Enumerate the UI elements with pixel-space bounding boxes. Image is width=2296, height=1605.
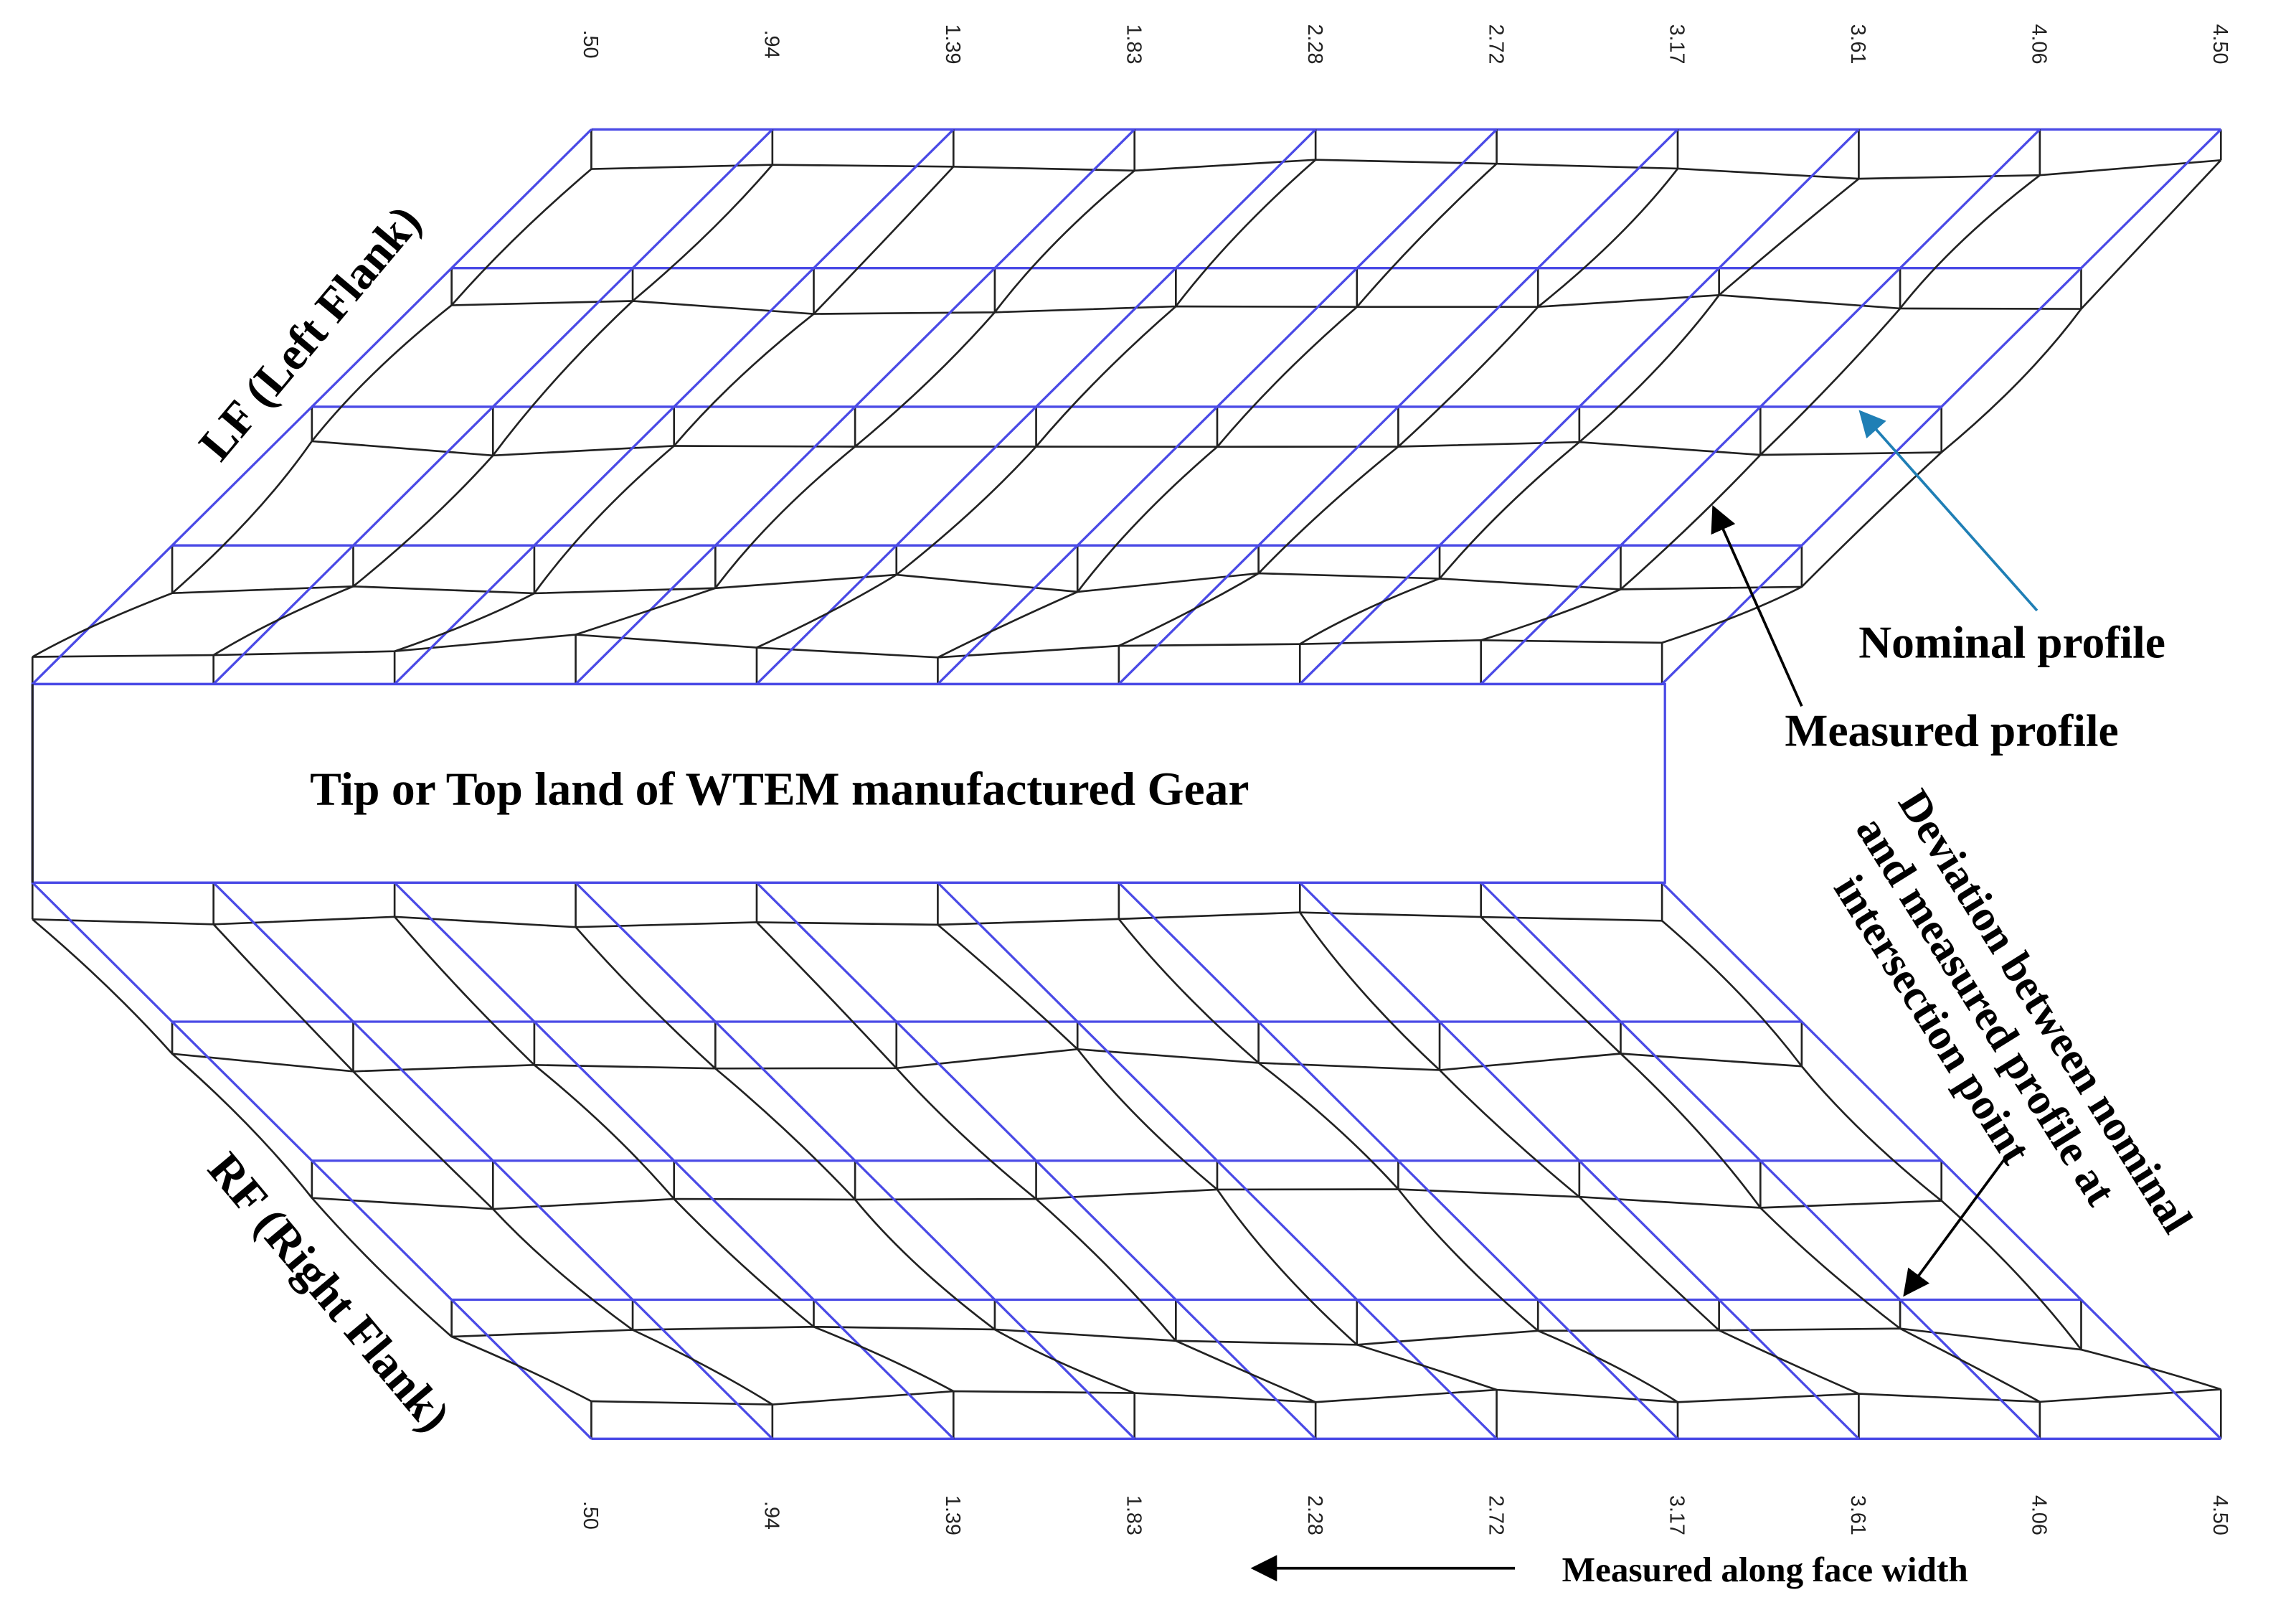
measured-column [32, 918, 592, 1403]
nominal-column [575, 882, 1135, 1440]
right-flank-label: RF (Right Flank) [198, 1143, 460, 1441]
nominal-column [937, 882, 1498, 1440]
measured-column [212, 164, 773, 656]
left-flank-label: LF (Left Flank) [189, 196, 431, 470]
nominal-column [393, 128, 955, 685]
nominal-column [32, 882, 592, 1440]
nominal-arrow [1858, 410, 2038, 612]
measured-row [311, 1188, 1942, 1210]
top-axis-label: 1.39 [941, 24, 964, 65]
measured-label: Measured profile [1785, 705, 2118, 756]
nominal-column [1480, 882, 2041, 1440]
nominal-column [1660, 128, 2222, 685]
nominal-column [1480, 128, 2041, 685]
top-axis-label: .50 [579, 30, 602, 59]
nominal-column [1660, 882, 2222, 1440]
measured-row [311, 440, 1942, 457]
top-axis-label: 4.06 [2028, 24, 2051, 65]
top-axis-label: 4.50 [2208, 24, 2231, 65]
deviation-arrow [1903, 1154, 2009, 1297]
nominal-column [755, 128, 1317, 685]
measured-column [394, 916, 954, 1393]
nominal-column [32, 128, 592, 685]
nominal-column [1118, 128, 1679, 685]
bottom-axis-label: 2.28 [1303, 1495, 1326, 1535]
measured-column [32, 168, 592, 658]
bottom-axis-label: .50 [579, 1501, 602, 1530]
tip-label: Tip or Top land of WTEM manufactured Gea… [310, 764, 1249, 816]
measured-column [394, 166, 955, 652]
nominal-column [1118, 882, 1679, 1440]
measured-column [1480, 916, 2041, 1403]
measured-column [1661, 920, 2221, 1390]
measured-row [32, 634, 1663, 659]
measured-column [1118, 168, 1679, 647]
deviation-label: Deviation between nominal and measured p… [1824, 781, 2201, 1242]
nominal-column [1299, 882, 1860, 1440]
measured-column [756, 159, 1317, 649]
bottom-axis-label: 4.50 [2208, 1495, 2231, 1535]
deviation-line: and measured profile at [1846, 808, 2125, 1214]
top-axis-label: .94 [760, 30, 783, 59]
measured-column [1299, 178, 1860, 645]
bottom-axis-label: 2.72 [1484, 1495, 1507, 1535]
top-axis-label: 2.72 [1484, 24, 1507, 65]
measured-row [171, 1048, 1803, 1073]
measured-row [591, 159, 2221, 180]
nominal-column [1299, 128, 1860, 685]
bottom-axis-label: 1.83 [1122, 1495, 1145, 1535]
measured-row [32, 911, 1663, 928]
measured-arrow [1711, 505, 1803, 707]
bottom-axis-label: 4.06 [2028, 1495, 2051, 1535]
measured-row [451, 293, 2082, 315]
measured-column [1118, 918, 1678, 1403]
top-axis-label: 2.28 [1303, 24, 1326, 65]
measured-column [1480, 174, 2041, 641]
nominal-column [755, 882, 1317, 1440]
measured-column [937, 163, 1498, 659]
measured-row [591, 1388, 2221, 1406]
measured-row [451, 1325, 2082, 1351]
measured-column [575, 169, 1135, 636]
nominal-label: Nominal profile [1858, 617, 2165, 668]
top-axis-label: 1.83 [1122, 24, 1145, 65]
measured-column [575, 926, 1135, 1394]
bottom-axis-label: 1.39 [941, 1495, 964, 1535]
measured-column [756, 921, 1316, 1403]
bottom-axis-label: .94 [760, 1501, 783, 1530]
face-width-label: Measured along face width [1562, 1550, 1968, 1589]
measured-row [172, 572, 1802, 595]
nominal-column [212, 882, 774, 1440]
measured-column [937, 923, 1498, 1391]
gear-mesh [31, 128, 2222, 1440]
measured-column [1661, 159, 2222, 644]
bottom-axis-label: 3.17 [1666, 1495, 1688, 1535]
nominal-column [575, 128, 1135, 685]
nominal-column [937, 128, 1498, 685]
bottom-axis-label: 3.61 [1846, 1495, 1869, 1535]
measured-column [212, 923, 773, 1406]
top-axis-label: 3.61 [1846, 24, 1869, 65]
nominal-column [212, 128, 774, 685]
measured-column [1299, 911, 1859, 1395]
top-axis-label: 3.17 [1666, 24, 1688, 65]
